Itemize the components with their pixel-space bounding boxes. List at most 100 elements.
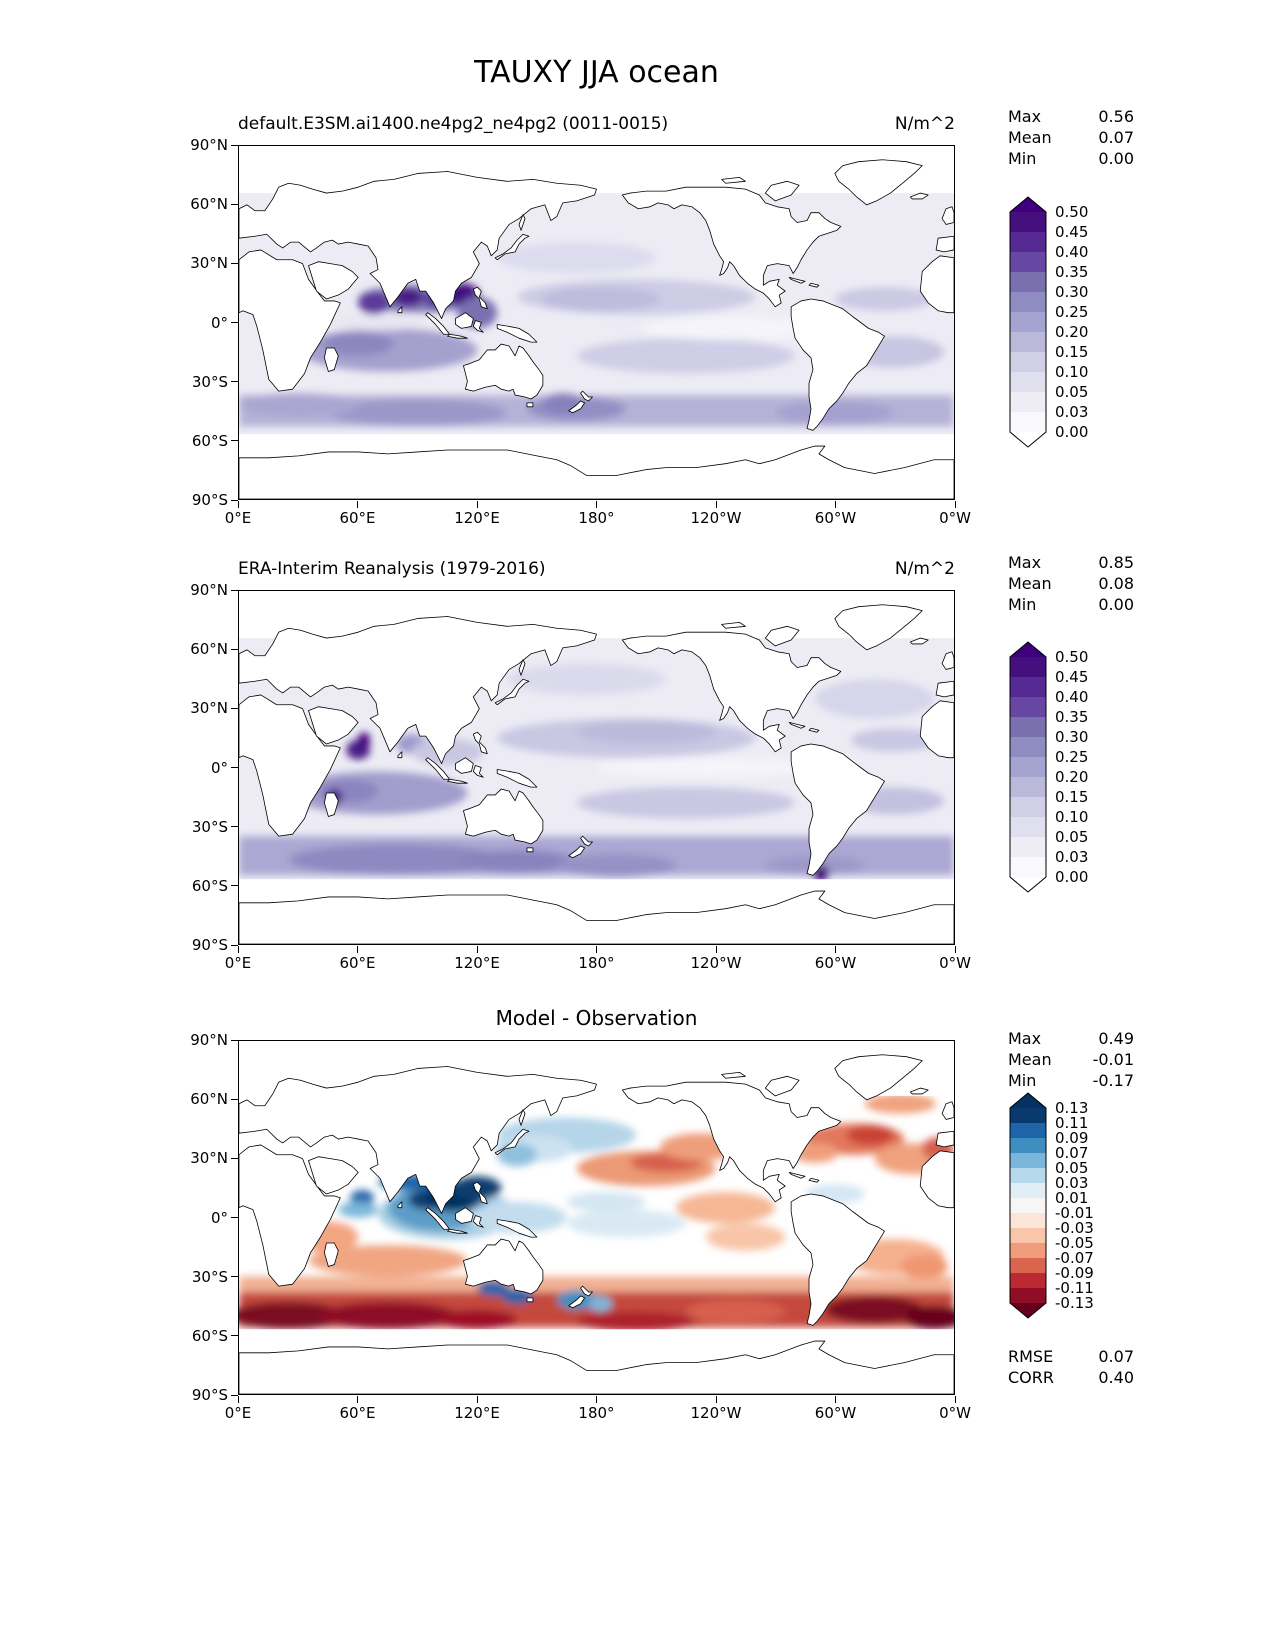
colorbar-panel-1 bbox=[1009, 196, 1047, 448]
colorbar-tick-label: 0.35 bbox=[1055, 708, 1089, 726]
y-tick-mark bbox=[231, 1157, 238, 1159]
colorbar-tick-label: 0.45 bbox=[1055, 223, 1089, 241]
y-tick-mark bbox=[231, 381, 238, 383]
y-tick-label: 0° bbox=[210, 758, 228, 777]
x-tick-label: 120°W bbox=[690, 509, 742, 527]
panel-2-header: ERA-Interim Reanalysis (1979-2016) N/m^2 bbox=[238, 559, 955, 579]
panel-1-stat-min: Min 0.00 bbox=[1008, 148, 1134, 169]
panel-1-units: N/m^2 bbox=[894, 114, 955, 134]
x-tick-mark bbox=[596, 946, 597, 953]
colorbar-tick-label: 0.07 bbox=[1055, 1144, 1089, 1162]
x-tick-label: 120°E bbox=[454, 1404, 500, 1422]
colorbar-tick-label: 0.09 bbox=[1055, 1129, 1089, 1147]
colorbar-tick-label: -0.13 bbox=[1055, 1294, 1094, 1312]
x-tick-label: 60°E bbox=[339, 1404, 376, 1422]
y-tick-label: 30°N bbox=[190, 1149, 228, 1168]
panel-1-stat-mean: Mean 0.07 bbox=[1008, 127, 1134, 148]
world-map-panel-1 bbox=[239, 146, 954, 499]
panel-1-stats: Max 0.56 Mean 0.07 Min 0.00 bbox=[1008, 106, 1134, 169]
x-tick-mark bbox=[476, 501, 478, 508]
y-tick-mark bbox=[231, 1217, 238, 1218]
colorbar-tick-label: 0.40 bbox=[1055, 688, 1089, 706]
colorbar-tick-label: -0.05 bbox=[1055, 1234, 1094, 1252]
x-tick-mark bbox=[715, 946, 717, 953]
colorbar-tick-label: 0.20 bbox=[1055, 768, 1089, 786]
y-tick-mark bbox=[231, 707, 238, 709]
panel-2-title: ERA-Interim Reanalysis (1979-2016) bbox=[238, 559, 546, 579]
y-tick-mark bbox=[231, 1335, 238, 1337]
x-tick-mark bbox=[476, 1396, 478, 1403]
mean-value: -0.01 bbox=[1092, 1050, 1134, 1069]
y-tick-mark bbox=[231, 440, 238, 442]
colorbar-tick-label: 0.30 bbox=[1055, 728, 1089, 746]
x-tick-mark bbox=[715, 501, 717, 508]
y-tick-mark bbox=[231, 1098, 238, 1100]
x-tick-label: 180° bbox=[578, 1404, 615, 1422]
colorbar-tick-label: -0.01 bbox=[1055, 1204, 1094, 1222]
y-tick-mark bbox=[231, 203, 238, 205]
min-label: Min bbox=[1008, 149, 1037, 168]
x-tick-label: 60°W bbox=[814, 509, 857, 527]
y-tick-mark bbox=[231, 589, 238, 591]
colorbar-tick-label: 0.20 bbox=[1055, 323, 1089, 341]
colorbar-tick-label: 0.40 bbox=[1055, 243, 1089, 261]
corr-row: CORR 0.40 bbox=[1008, 1367, 1134, 1388]
panel-2-stat-max: Max 0.85 bbox=[1008, 552, 1134, 573]
y-tick-label: 90°S bbox=[191, 491, 228, 509]
colorbar-tick-label: 0.45 bbox=[1055, 668, 1089, 686]
panel-1-stat-max: Max 0.56 bbox=[1008, 106, 1134, 127]
figure-title: TAUXY JJA ocean bbox=[474, 55, 719, 90]
min-value: 0.00 bbox=[1098, 149, 1134, 168]
x-tick-mark bbox=[954, 1396, 956, 1403]
colorbar-tick-label: 0.00 bbox=[1055, 423, 1089, 441]
x-tick-label: 120°E bbox=[454, 954, 500, 972]
min-label: Min bbox=[1008, 1071, 1037, 1090]
world-map-panel-3 bbox=[239, 1041, 954, 1394]
y-tick-label: 60°N bbox=[190, 195, 228, 214]
y-tick-mark bbox=[231, 144, 238, 146]
colorbar-tick-label: -0.07 bbox=[1055, 1249, 1094, 1267]
panel-3-stat-min: Min -0.17 bbox=[1008, 1070, 1134, 1091]
max-label: Max bbox=[1008, 1029, 1042, 1048]
panel-3-title: Model - Observation bbox=[495, 1006, 698, 1030]
max-label: Max bbox=[1008, 553, 1042, 572]
y-tick-label: 90°S bbox=[191, 936, 228, 954]
y-tick-label: 30°N bbox=[190, 699, 228, 718]
x-tick-label: 180° bbox=[578, 509, 615, 527]
y-tick-mark bbox=[231, 1276, 238, 1278]
panel-1-title: default.E3SM.ai1400.ne4pg2_ne4pg2 (0011-… bbox=[238, 114, 669, 134]
colorbar-tick-label: 0.05 bbox=[1055, 383, 1089, 401]
colorbar-tick-label: -0.09 bbox=[1055, 1264, 1094, 1282]
colorbar-tick-label: 0.05 bbox=[1055, 828, 1089, 846]
mean-value: 0.08 bbox=[1098, 574, 1134, 593]
x-tick-mark bbox=[357, 1396, 358, 1403]
y-tick-label: 60°S bbox=[191, 876, 228, 895]
colorbar-tick-label: 0.30 bbox=[1055, 283, 1089, 301]
colorbar-tick-label: 0.10 bbox=[1055, 808, 1089, 826]
panel-3-header: Model - Observation bbox=[238, 1006, 955, 1030]
summary-stats: RMSE 0.07 CORR 0.40 bbox=[1008, 1346, 1134, 1388]
corr-label: CORR bbox=[1008, 1368, 1054, 1387]
x-tick-mark bbox=[835, 1396, 836, 1403]
panel-3-stats: Max 0.49 Mean -0.01 Min -0.17 bbox=[1008, 1028, 1134, 1091]
y-tick-label: 0° bbox=[210, 1208, 228, 1227]
x-tick-label: 60°W bbox=[814, 1404, 857, 1422]
max-value: 0.85 bbox=[1098, 553, 1134, 572]
y-tick-mark bbox=[231, 262, 238, 264]
x-tick-mark bbox=[835, 946, 836, 953]
y-tick-mark bbox=[231, 826, 238, 828]
colorbar-panel-2 bbox=[1009, 641, 1047, 893]
y-tick-label: 90°N bbox=[190, 136, 228, 154]
panel-1-header: default.E3SM.ai1400.ne4pg2_ne4pg2 (0011-… bbox=[238, 114, 955, 134]
x-tick-label: 180° bbox=[578, 954, 615, 972]
y-tick-label: 60°S bbox=[191, 1326, 228, 1345]
panel-2-units: N/m^2 bbox=[894, 559, 955, 579]
panel-2-map bbox=[238, 590, 955, 945]
x-tick-label: 0°E bbox=[224, 1404, 252, 1422]
colorbar-tick-label: 0.10 bbox=[1055, 363, 1089, 381]
y-tick-label: 90°N bbox=[190, 1031, 228, 1049]
panel-3-stat-mean: Mean -0.01 bbox=[1008, 1049, 1134, 1070]
y-tick-label: 60°S bbox=[191, 431, 228, 450]
rmse-label: RMSE bbox=[1008, 1347, 1054, 1366]
